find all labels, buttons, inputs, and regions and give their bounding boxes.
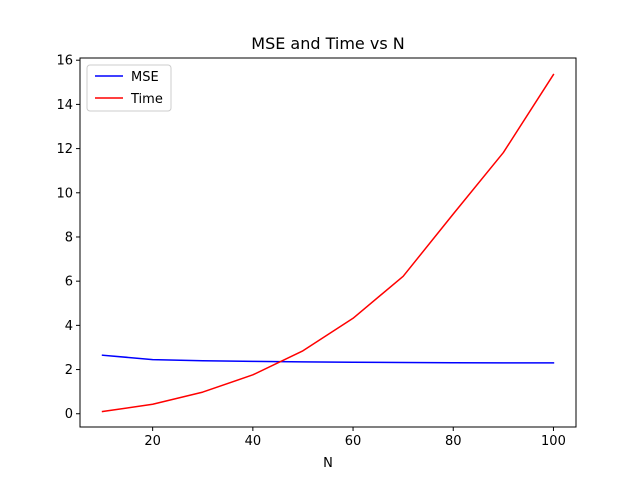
axis-ticks: 20 40 60 80 100 0 2 4 6 8 10 12 14 16 (56, 54, 565, 449)
legend: MSE Time (86, 64, 172, 112)
y-tick-label: 2 (65, 363, 73, 378)
y-tick-label: 6 (65, 275, 73, 290)
x-tick-label: 100 (541, 434, 566, 449)
series-line-mse (101, 354, 555, 364)
y-tick-label: 14 (56, 98, 73, 113)
x-tick-label: 80 (445, 434, 462, 449)
legend-mse-label: MSE (131, 70, 159, 85)
y-tick-label: 12 (56, 142, 73, 157)
y-tick-label: 4 (65, 319, 73, 334)
plot-frame (79, 57, 577, 428)
legend-time-label: Time (130, 92, 163, 107)
y-tick-label: 16 (56, 54, 73, 69)
x-axis-label: N (323, 456, 333, 471)
chart-title: MSE and Time vs N (251, 34, 404, 53)
x-tick-label: 40 (245, 434, 262, 449)
y-tick-label: 8 (65, 230, 73, 245)
x-tick-label: 20 (144, 434, 161, 449)
y-tick-label: 0 (65, 407, 73, 422)
x-tick-label: 60 (345, 434, 362, 449)
series-lines (101, 73, 555, 413)
y-tick-label: 10 (56, 186, 73, 201)
series-line-time (101, 73, 555, 413)
plot-area (80, 58, 576, 427)
